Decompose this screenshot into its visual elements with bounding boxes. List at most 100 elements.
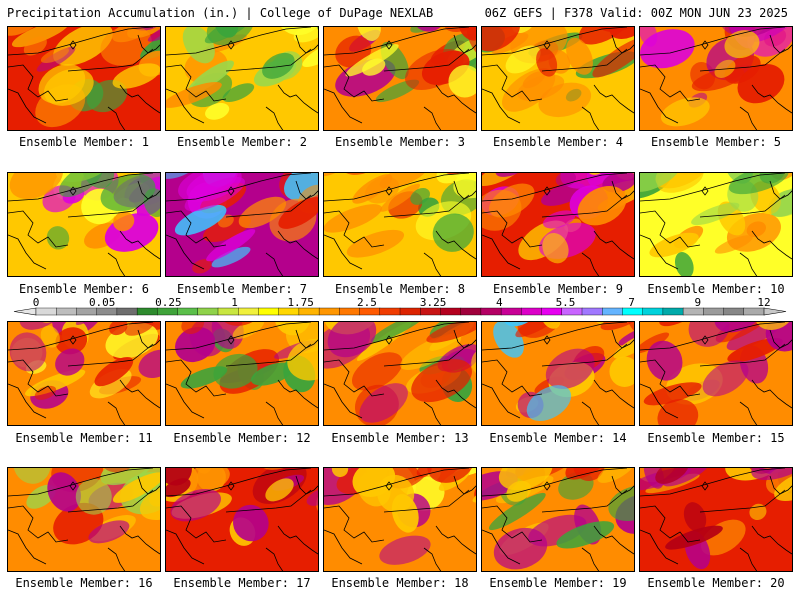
colorbar-swatch	[116, 307, 138, 316]
state-boundary-line	[640, 359, 701, 397]
state-boundary-line	[739, 252, 758, 276]
state-boundary-line	[769, 180, 792, 200]
state-boundary-line	[751, 379, 792, 409]
state-boundary-line	[166, 234, 205, 270]
state-boundary-line	[423, 106, 442, 130]
state-boundary-line	[482, 173, 628, 202]
state-boundary-line	[8, 64, 69, 102]
state-boundary-line	[593, 230, 634, 260]
colorbar-tick-label: 4	[496, 296, 503, 309]
state-boundary-line	[8, 27, 154, 56]
precip-field-map	[640, 27, 792, 130]
state-boundary-line	[225, 489, 312, 513]
state-boundary-line	[581, 547, 600, 571]
state-boundary-line	[166, 359, 227, 397]
state-boundary-line	[453, 34, 476, 54]
ensemble-map-panel	[481, 321, 635, 426]
colorbar-max-arrow	[763, 307, 787, 316]
state-boundary-line	[295, 475, 318, 495]
colorbar-swatch	[561, 307, 583, 316]
colorbar-swatch	[521, 307, 543, 316]
ensemble-map-panel	[165, 321, 319, 426]
state-boundary-line	[699, 489, 786, 513]
state-boundary-line	[8, 529, 47, 565]
state-boundary-line	[324, 88, 363, 124]
state-boundary-line	[482, 505, 543, 543]
precip-field-map	[482, 173, 634, 276]
colorbar-swatch	[399, 307, 421, 316]
colorbar-swatch	[642, 307, 664, 316]
state-boundary-line	[699, 343, 786, 367]
colorbar-swatch	[359, 307, 381, 316]
state-boundary-line	[482, 88, 521, 124]
colorbar-swatch	[258, 307, 280, 316]
lake-outline	[701, 40, 709, 50]
state-boundary-line	[453, 329, 476, 349]
ensemble-map-panel	[481, 26, 635, 131]
lake-outline	[543, 335, 551, 345]
lake-outline	[701, 186, 709, 196]
state-boundary-line	[453, 475, 476, 495]
state-boundary-line	[581, 401, 600, 425]
ensemble-map-panel	[7, 321, 161, 426]
state-boundary-line	[67, 194, 154, 218]
state-boundary-line	[699, 48, 786, 72]
colorbar-swatch	[440, 307, 462, 316]
precip-field-map	[8, 27, 160, 130]
state-boundary-line	[265, 106, 284, 130]
state-boundary-line	[137, 329, 160, 349]
state-boundary-line	[265, 547, 284, 571]
state-boundary-line	[119, 525, 160, 555]
state-boundary-line	[166, 210, 227, 248]
state-boundary-line	[640, 234, 679, 270]
state-boundary-line	[137, 180, 160, 200]
colorbar-swatch	[278, 307, 300, 316]
state-boundary-line	[324, 359, 385, 397]
state-boundary-line	[482, 322, 628, 351]
ensemble-map-panel	[7, 172, 161, 277]
colorbar-swatch	[35, 307, 57, 316]
ensemble-member-caption: Ensemble Member: 13	[331, 431, 469, 445]
state-boundary-line	[739, 547, 758, 571]
ensemble-member-caption: Ensemble Member: 12	[173, 431, 311, 445]
ensemble-map-panel	[639, 26, 793, 131]
colorbar-swatch	[703, 307, 725, 316]
precip-field-map	[640, 468, 792, 571]
lake-outline	[385, 481, 393, 491]
lake-outline	[227, 335, 235, 345]
colorbar-swatch	[500, 307, 522, 316]
state-boundary-line	[482, 234, 521, 270]
state-boundary-line	[581, 252, 600, 276]
state-boundary-line	[8, 359, 69, 397]
state-boundary-line	[640, 322, 786, 351]
ensemble-member-caption: Ensemble Member: 16	[15, 576, 153, 590]
lake-outline	[69, 335, 77, 345]
state-boundary-line	[453, 180, 476, 200]
state-boundary-line	[265, 401, 284, 425]
colorbar-swatch	[622, 307, 644, 316]
state-boundary-line	[769, 329, 792, 349]
colorbar-swatch	[217, 307, 239, 316]
ensemble-member-caption: Ensemble Member: 17	[173, 576, 311, 590]
ensemble-member-caption: Ensemble Member: 18	[331, 576, 469, 590]
state-boundary-line	[769, 475, 792, 495]
ensemble-map-panel	[165, 172, 319, 277]
colorbar-swatch	[420, 307, 441, 316]
state-boundary-line	[383, 343, 470, 367]
colorbar-swatch	[238, 307, 259, 316]
state-boundary-line	[482, 64, 543, 102]
colorbar-min-arrow	[13, 307, 37, 316]
state-boundary-line	[8, 468, 154, 497]
state-boundary-line	[482, 210, 543, 248]
state-boundary-line	[67, 489, 154, 513]
colorbar-swatch	[602, 307, 623, 316]
state-boundary-line	[482, 27, 628, 56]
state-boundary-line	[640, 88, 679, 124]
state-boundary-line	[611, 34, 634, 54]
ensemble-member-caption: Ensemble Member: 20	[647, 576, 785, 590]
colorbar-swatch	[177, 307, 199, 316]
state-boundary-line	[640, 468, 786, 497]
ensemble-member-caption: Ensemble Member: 5	[650, 135, 782, 149]
ensemble-map-panel	[7, 467, 161, 572]
ensemble-map-panel	[323, 172, 477, 277]
